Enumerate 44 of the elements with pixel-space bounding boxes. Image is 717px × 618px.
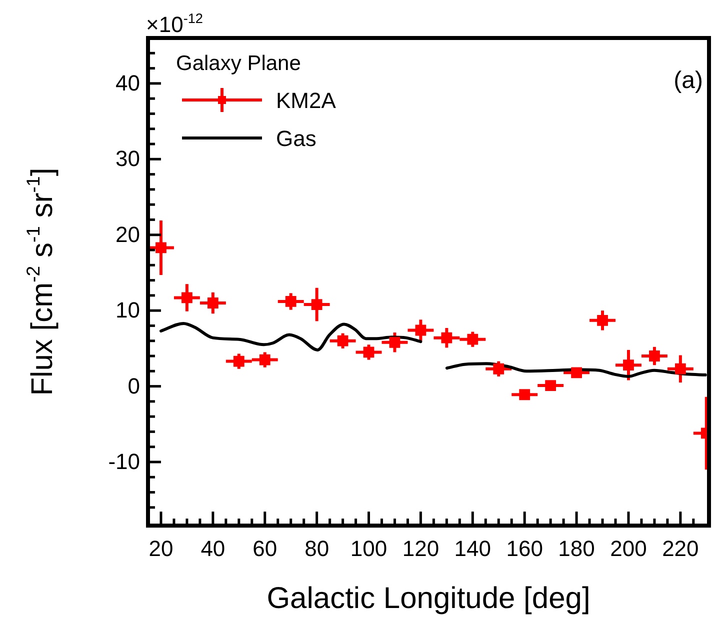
x-tick-label: 40: [200, 536, 226, 561]
point: [441, 332, 452, 344]
point: [233, 356, 244, 367]
y-tick-label: 10: [116, 298, 140, 323]
point: [259, 354, 270, 366]
x-tick-label: 60: [252, 536, 278, 561]
annotation: (a): [674, 67, 704, 94]
x-tick-label: 220: [662, 536, 699, 561]
x-tick-label: 100: [350, 536, 388, 561]
point: [519, 389, 530, 400]
y-tick-label: 20: [116, 222, 140, 247]
point: [207, 298, 218, 308]
point: [389, 336, 400, 348]
point: [623, 360, 634, 371]
point: [545, 380, 556, 391]
y-tick-label: -10: [108, 449, 140, 474]
x-tick-label: 120: [402, 536, 440, 561]
y-axis-title: Flux [cm-2 s-1 sr-1]: [22, 168, 59, 396]
point: [649, 350, 660, 362]
x-axis-title: Galactic Longitude [deg]: [266, 582, 590, 615]
point: [493, 363, 504, 374]
point: [415, 324, 426, 336]
legend-title: Galaxy Plane: [176, 52, 301, 75]
x-tick-label: 160: [506, 536, 543, 561]
x-tick-label: 80: [304, 536, 330, 561]
point: [285, 296, 296, 307]
point: [182, 292, 192, 304]
y-tick-label: 30: [116, 146, 140, 172]
x-tick-label: 20: [148, 536, 174, 561]
legend-label: KM2A: [276, 88, 336, 113]
legend-label: Gas: [276, 126, 316, 151]
y-tick-label: 40: [116, 70, 140, 96]
point: [597, 314, 608, 326]
x-tick-label: 200: [610, 536, 647, 561]
point: [363, 346, 374, 358]
y-tick-label: 0: [128, 373, 140, 398]
x-tick-label: 180: [558, 536, 595, 561]
point: [156, 242, 166, 254]
point: [311, 299, 322, 310]
point: [467, 334, 478, 345]
point: [337, 335, 348, 346]
point: [571, 367, 582, 378]
point: [674, 363, 686, 374]
x-tick-label: 140: [454, 536, 492, 561]
